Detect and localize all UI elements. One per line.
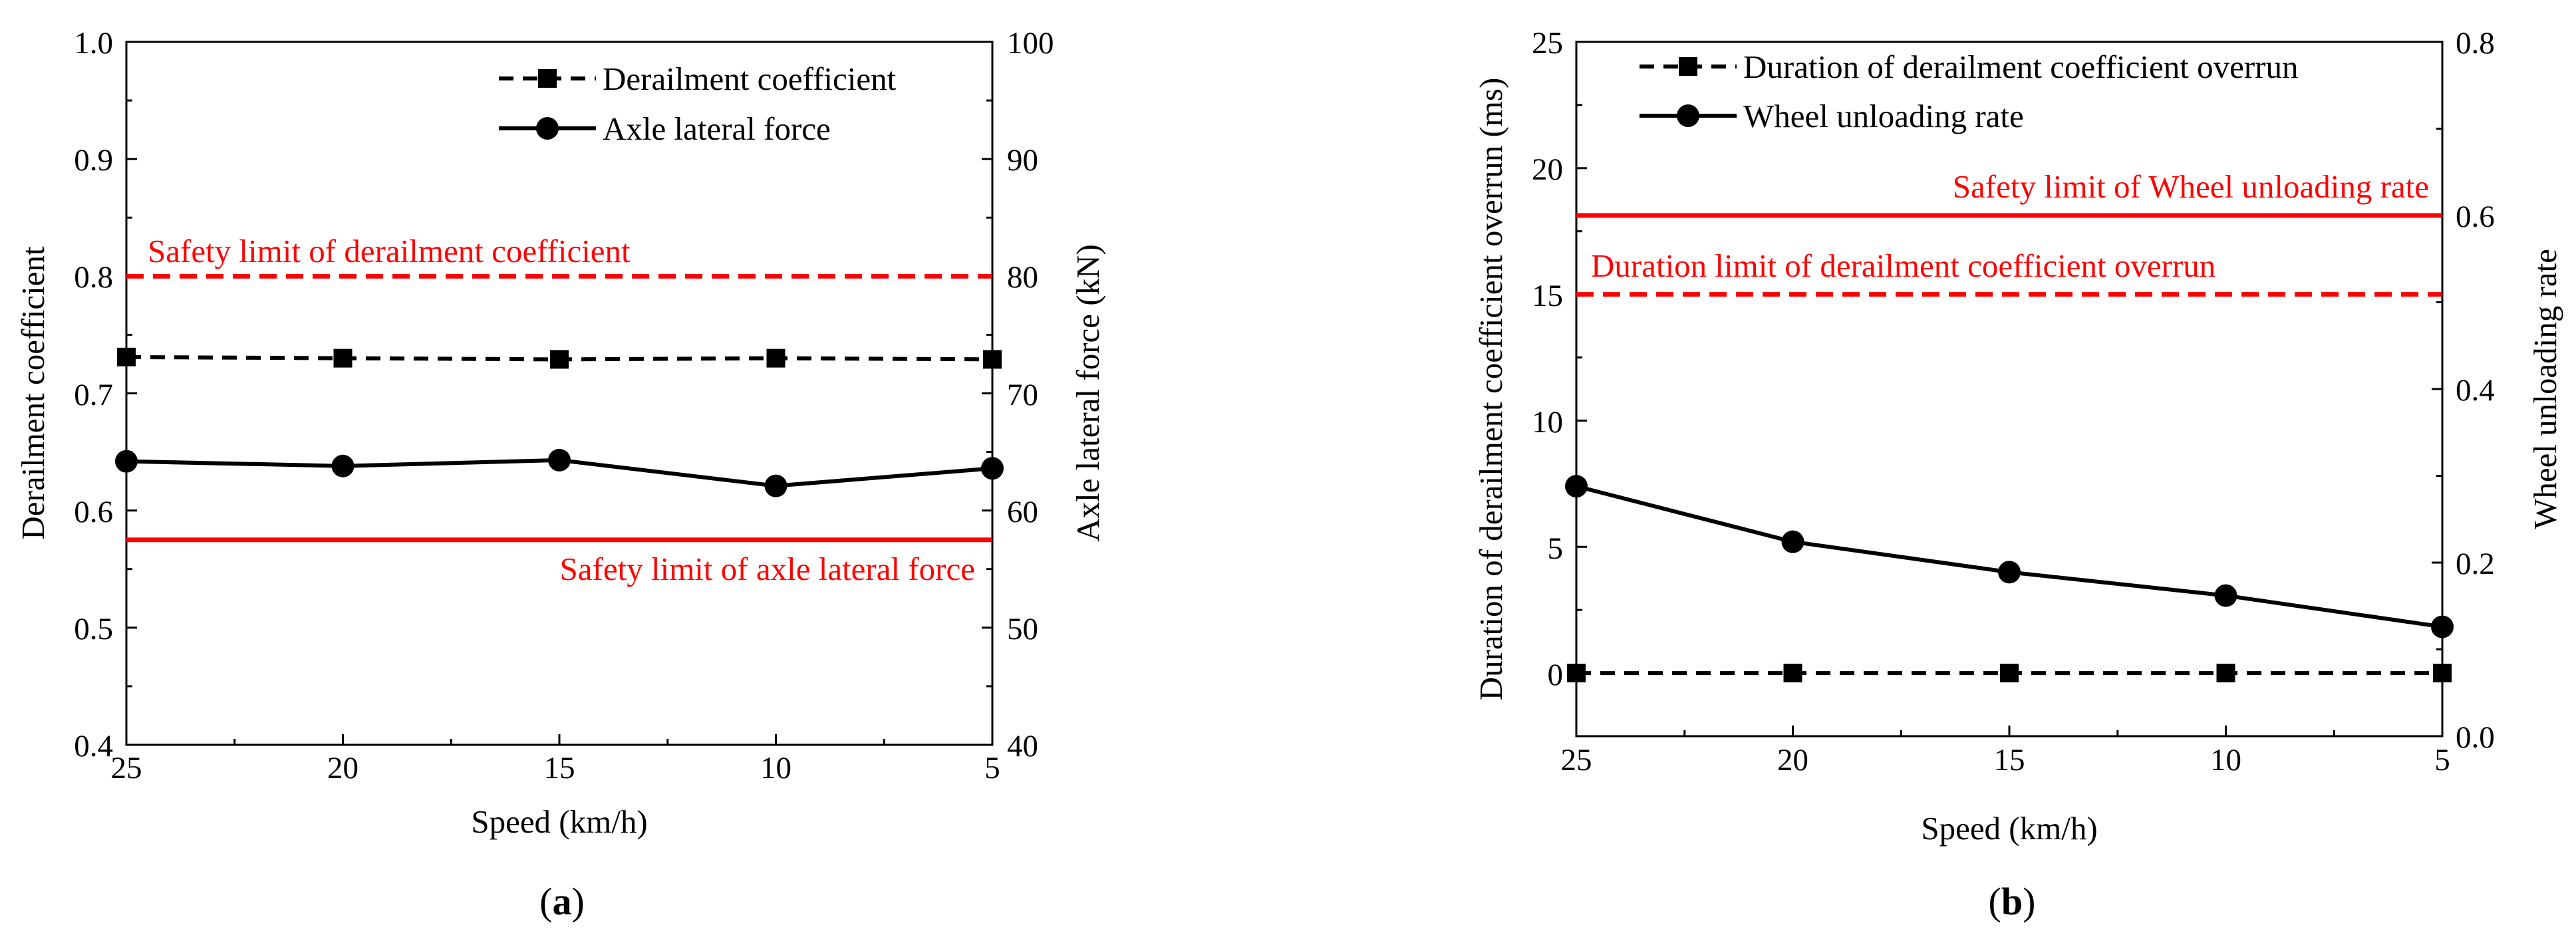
- chart-a-point-1: [548, 448, 571, 471]
- chart-b-left-axis-title: Duration of derailment coefficient overr…: [1473, 78, 1509, 701]
- chart-a-x-tick-label: 10: [760, 751, 791, 785]
- chart-b-point-1: [1565, 475, 1588, 498]
- chart-a: 25 20 15 10 5 0.4 0.5 0.6 0.7 0.8 0.9 1.…: [15, 26, 1106, 923]
- chart-b-right-tick-marks: [2432, 41, 2442, 738]
- chart-a-left-tick-label: 0.9: [74, 143, 113, 178]
- chart-b-panel-label-open: (: [1989, 880, 2001, 923]
- chart-a-left-tick-label: 0.7: [74, 378, 113, 412]
- chart-a-left-tick-label: 0.8: [74, 260, 113, 295]
- chart-a-x-tick-label: 15: [544, 751, 575, 785]
- chart-b-legend-label: Duration of derailment coefficient overr…: [1743, 49, 2298, 85]
- chart-b-right-axis-title: Wheel unloading rate: [2527, 249, 2563, 529]
- chart-b-point-0: [2000, 664, 2019, 683]
- chart-a-point-1: [764, 474, 787, 497]
- chart-a-left-tick-label: 0.4: [74, 729, 113, 763]
- chart-b-panel-label-close: ): [2023, 880, 2035, 923]
- chart-b-left-tick-label: 0: [1548, 658, 1564, 692]
- chart-a-right-tick-label: 70: [1007, 378, 1038, 412]
- chart-a-legend-label: Derailment coefficient: [603, 61, 897, 97]
- chart-a-right-tick-label: 40: [1007, 729, 1038, 763]
- chart-a-panel-label-letter: a: [553, 880, 572, 923]
- chart-a-legend: Derailment coefficient Axle lateral forc…: [499, 61, 897, 147]
- chart-a-right-tick-label: 80: [1007, 260, 1038, 295]
- chart-a-panel-label: (a): [539, 880, 585, 923]
- chart-b-right-tick-label: 0.8: [2456, 26, 2495, 61]
- chart-a-point-0: [550, 350, 569, 369]
- chart-b-left-tick-label: 25: [1532, 26, 1563, 61]
- chart-a-right-tick-label: 50: [1007, 612, 1038, 646]
- chart-a-limit-lines: [126, 273, 992, 543]
- chart-b-x-tick-label: 15: [1994, 743, 2025, 777]
- chart-a-point-1: [331, 454, 355, 477]
- chart-b-right-tick-label: 0.2: [2456, 547, 2495, 581]
- chart-a-point-1: [115, 450, 138, 473]
- chart-b-right-tick-label: 0.6: [2456, 200, 2495, 234]
- chart-b-point-0: [1783, 664, 1802, 683]
- chart-b-point-1: [1781, 530, 1804, 553]
- chart-a-limit-label: Safety limit of axle lateral force: [560, 551, 975, 587]
- chart-b-legend: Duration of derailment coefficient overr…: [1640, 49, 2298, 134]
- chart-a-point-0: [766, 348, 786, 368]
- chart-b: 25 20 15 10 5 0 5 10 15 20 25 0.0 0.2 0.…: [1473, 26, 2563, 923]
- chart-b-x-axis-title: Speed (km/h): [1921, 810, 2097, 847]
- chart-a-panel-label-close: ): [572, 880, 585, 923]
- chart-a-right-tick-marks: [982, 41, 992, 746]
- chart-a-legend-swatch-marker: [538, 69, 557, 88]
- chart-b-limit-label: Duration limit of derailment coefficient…: [1591, 247, 2216, 284]
- chart-a-x-axis-title: Speed (km/h): [471, 803, 647, 840]
- chart-a-right-tick-label: 100: [1007, 26, 1054, 61]
- chart-a-point-0: [333, 348, 353, 368]
- chart-b-left-tick-marks: [1576, 41, 1587, 674]
- chart-b-left-tick-label: 5: [1548, 531, 1564, 566]
- chart-a-plot-frame: [125, 41, 994, 746]
- chart-a-x-tick-label: 20: [327, 751, 358, 785]
- chart-a-left-tick-label: 0.6: [74, 495, 113, 529]
- chart-a-x-tick-label: 5: [984, 751, 1000, 785]
- chart-a-right-axis-title: Axle lateral force (kN): [1070, 244, 1106, 542]
- chart-a-left-tick-label: 0.5: [74, 612, 113, 646]
- chart-a-legend-label: Axle lateral force: [603, 110, 831, 147]
- chart-b-point-0: [2216, 664, 2235, 683]
- chart-b-left-tick-label: 20: [1532, 152, 1563, 187]
- chart-b-limit-label: Safety limit of Wheel unloading rate: [1953, 168, 2429, 205]
- chart-b-legend-swatch-marker: [1677, 104, 1699, 127]
- chart-a-point-1: [981, 457, 1004, 480]
- chart-b-point-1: [2431, 615, 2454, 638]
- chart-b-right-tick-label: 0.0: [2456, 720, 2495, 755]
- chart-a-x-tick-marks: [125, 734, 994, 745]
- chart-b-series: [1565, 475, 2454, 683]
- chart-b-right-tick-label: 0.4: [2456, 373, 2495, 408]
- chart-a-limit-label: Safety limit of derailment coefficient: [148, 233, 631, 269]
- chart-a-point-0: [117, 347, 136, 366]
- chart-b-point-1: [1998, 561, 2021, 584]
- chart-b-panel-label: (b): [1989, 880, 2036, 923]
- chart-b-legend-swatch-marker: [1679, 57, 1697, 76]
- chart-a-series: [115, 347, 1004, 497]
- chart-b-left-tick-label: 10: [1532, 405, 1563, 440]
- chart-a-left-axis-title: Derailment coefficient: [15, 246, 51, 540]
- chart-b-legend-label: Wheel unloading rate: [1743, 98, 2024, 134]
- chart-a-right-tick-label: 90: [1007, 143, 1038, 178]
- chart-a-point-0: [983, 350, 1002, 369]
- chart-a-x-tick-label: 25: [111, 751, 142, 785]
- chart-b-series-line-1: [1576, 484, 2443, 629]
- chart-a-right-tick-label: 60: [1007, 495, 1038, 529]
- chart-a-panel-label-open: (: [539, 880, 552, 923]
- chart-a-left-tick-label: 1.0: [74, 26, 113, 61]
- chart-b-limit-lines: [1576, 213, 2442, 297]
- chart-a-left-tick-marks: [126, 41, 137, 746]
- chart-b-panel-label-letter: b: [2001, 880, 2023, 923]
- chart-b-x-tick-label: 10: [2210, 743, 2241, 777]
- chart-b-plot-frame: [1575, 41, 2444, 738]
- chart-b-left-tick-label: 15: [1532, 279, 1563, 313]
- chart-b-x-tick-label: 5: [2434, 743, 2450, 777]
- chart-b-x-tick-marks: [1575, 726, 2444, 736]
- chart-a-legend-swatch-marker: [536, 117, 559, 140]
- chart-b-point-1: [2214, 584, 2237, 607]
- chart-b-x-tick-label: 25: [1561, 743, 1592, 777]
- chart-b-point-0: [2433, 664, 2452, 683]
- chart-b-x-tick-label: 20: [1777, 743, 1808, 777]
- chart-b-point-0: [1567, 664, 1586, 683]
